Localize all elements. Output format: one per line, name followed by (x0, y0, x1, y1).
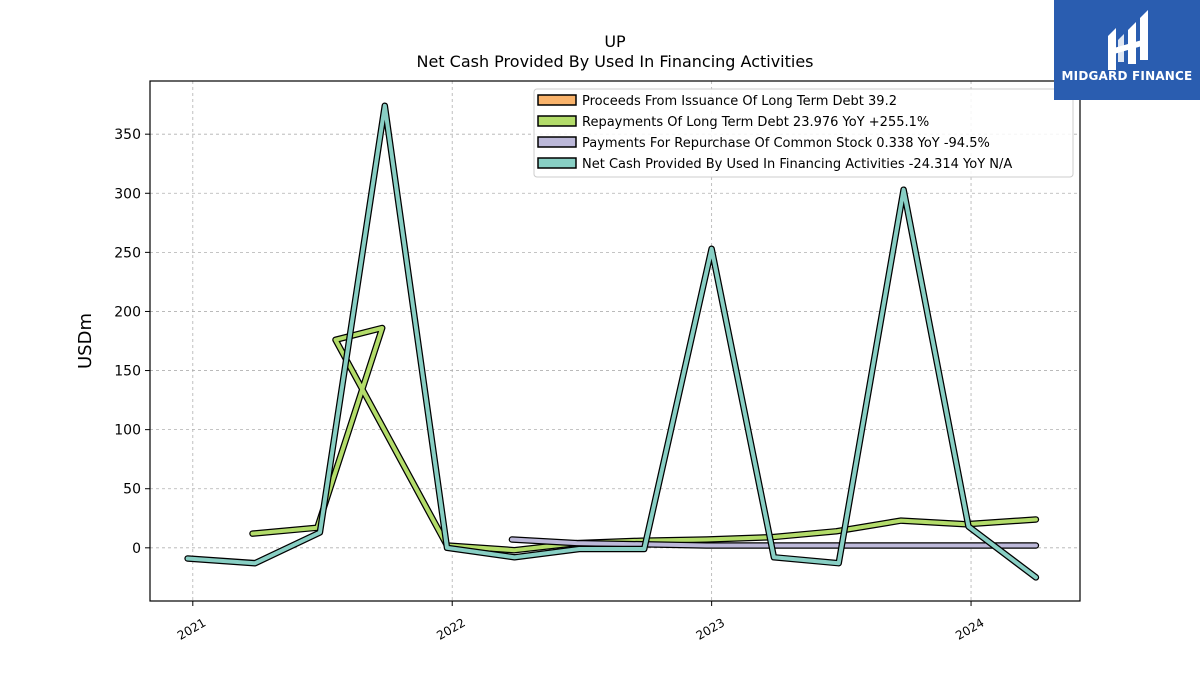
legend-entry-3: Net Cash Provided By Used In Financing A… (582, 157, 1012, 172)
x-tick-label: 2021 (175, 615, 208, 642)
logo-text: MIDGARD FINANCE (1061, 69, 1193, 83)
legend-swatch-1 (537, 115, 577, 127)
series-line-3 (185, 103, 1038, 580)
legend-swatch-3 (537, 157, 577, 169)
y-tick-label: 50 (123, 482, 141, 498)
legend-entry-2: Payments For Repurchase Of Common Stock … (582, 136, 990, 151)
y-axis-label: USDm (75, 313, 96, 369)
y-tick-label: 0 (132, 541, 141, 557)
y-tick-label: 150 (114, 364, 141, 380)
midgard-finance-logo: MIDGARD FINANCE (1054, 0, 1200, 100)
plot-frame (149, 80, 1081, 602)
chart-subtitle: Net Cash Provided By Used In Financing A… (416, 52, 814, 71)
y-tick-label: 200 (114, 304, 141, 320)
legend-entry-0: Proceeds From Issuance Of Long Term Debt… (582, 94, 897, 109)
logo-mark-icon (1108, 10, 1148, 70)
y-tick-label: 350 (114, 127, 141, 143)
series-line-1 (250, 326, 1038, 553)
legend-box (533, 88, 1074, 178)
y-tick-label: 100 (114, 423, 141, 439)
chart-title: UP (604, 32, 626, 51)
legend-swatch-2 (537, 136, 577, 148)
x-tick-label: 2024 (953, 615, 986, 642)
y-tick-label: 250 (114, 245, 141, 261)
x-tick-label: 2022 (434, 615, 467, 642)
x-tick-label: 2023 (694, 615, 727, 642)
legend-entry-1: Repayments Of Long Term Debt 23.976 YoY … (582, 115, 929, 130)
y-tick-label: 300 (114, 186, 141, 202)
legend-swatch-0 (537, 94, 577, 106)
